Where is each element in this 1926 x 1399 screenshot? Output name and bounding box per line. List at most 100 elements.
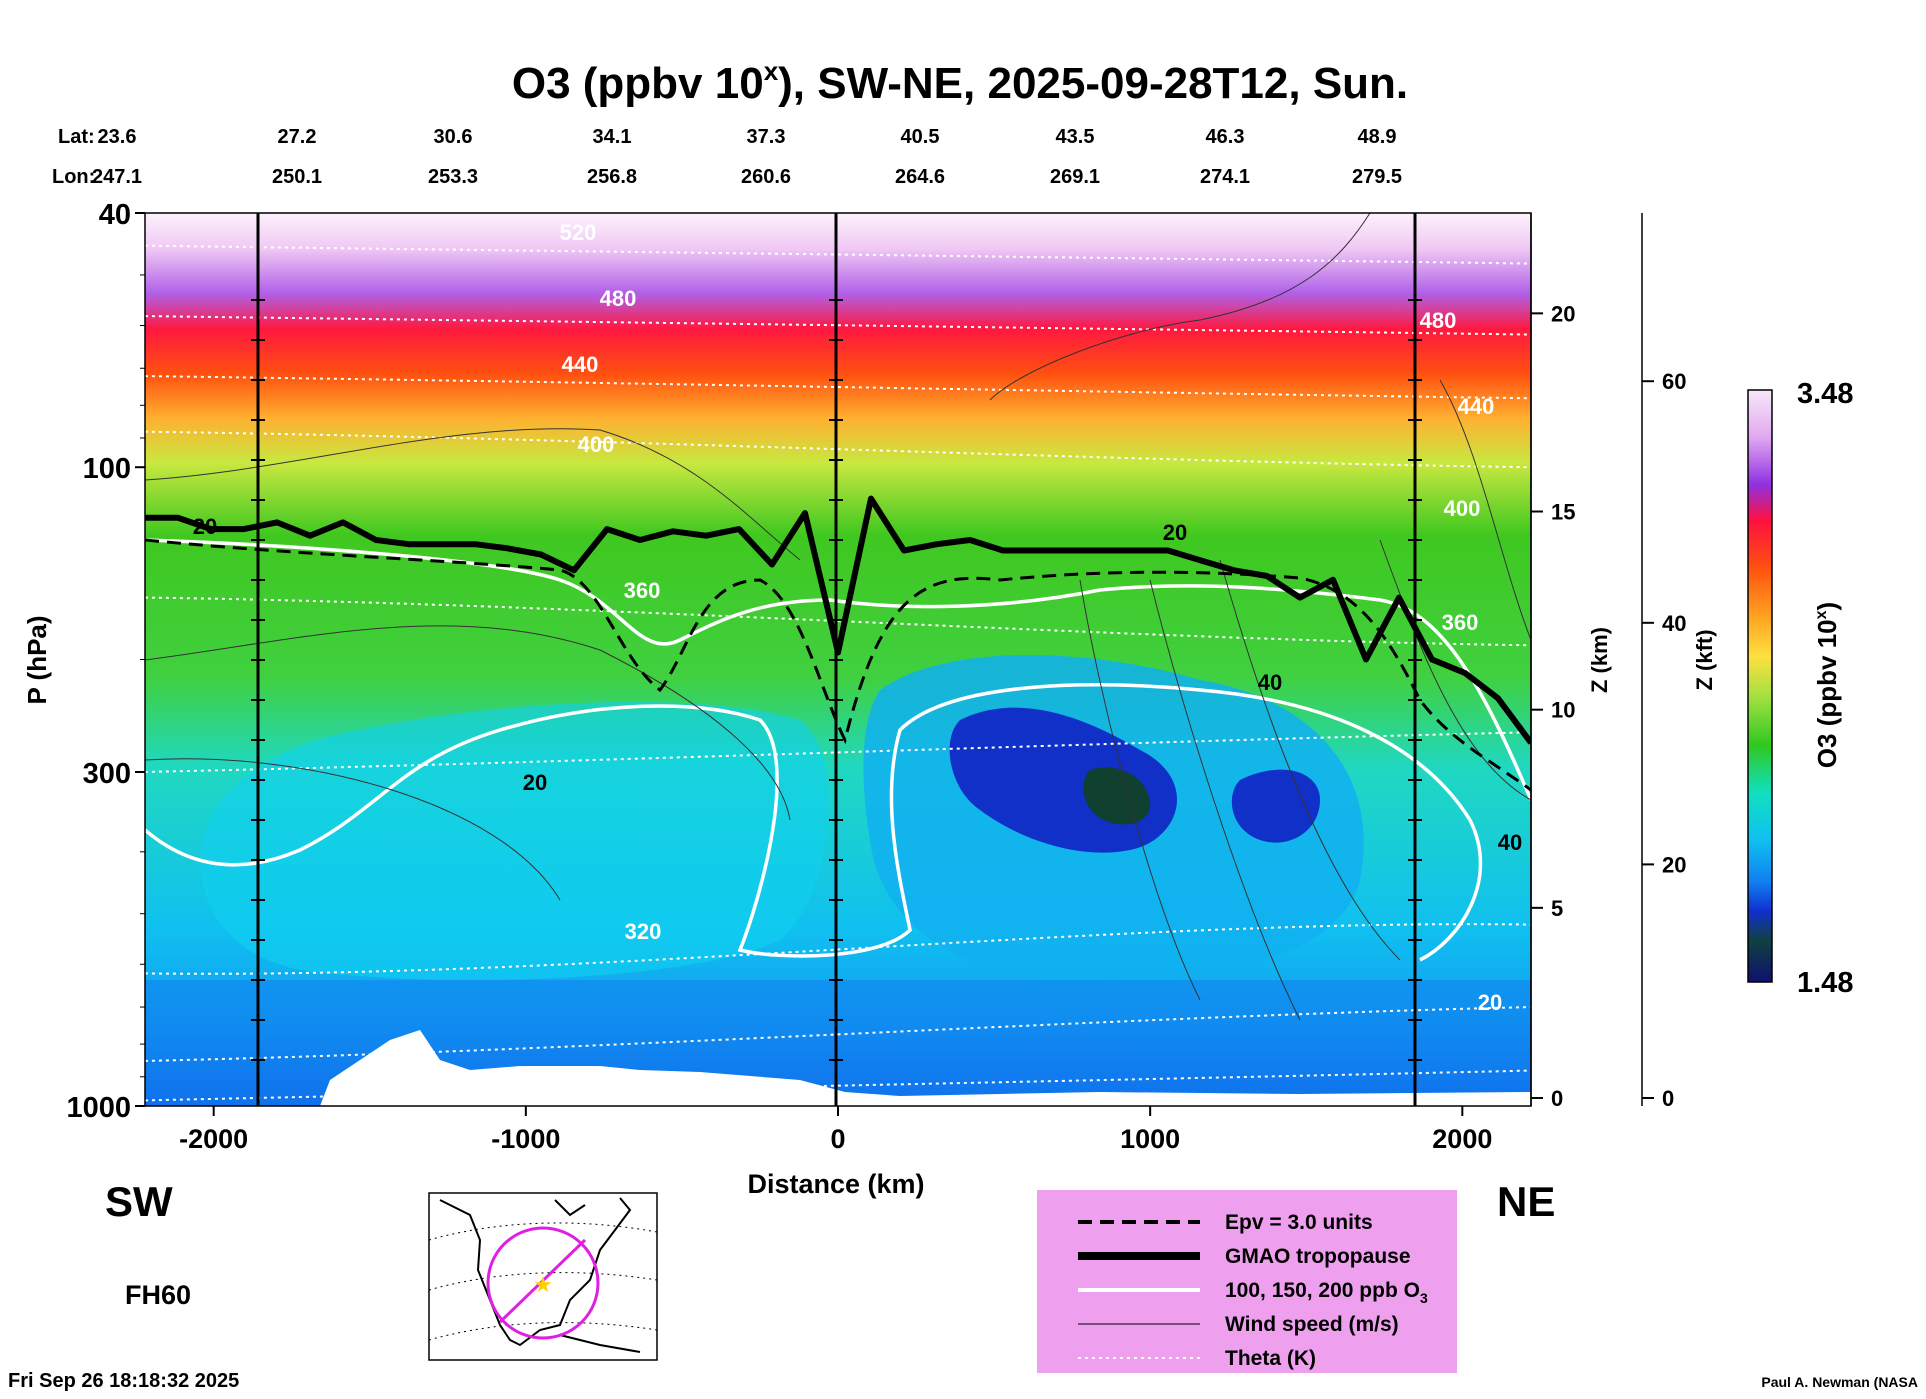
- z-km-tick-label: 10: [1551, 698, 1575, 723]
- inset-map: ★: [428, 1192, 658, 1361]
- lat-header-label: Lat:: [58, 126, 95, 148]
- z-kft-axis: 60 40 20 0: [1642, 369, 1686, 1111]
- chart-title: O3 (ppbv 10x), SW-NE, 2025-09-28T12, Sun…: [512, 56, 1408, 108]
- lon-value: 256.8: [587, 166, 637, 188]
- z-km-tick-label: 20: [1551, 301, 1575, 326]
- z-km-axis-label: Z (km): [1587, 627, 1612, 693]
- theta-label-400: 400: [578, 432, 615, 457]
- legend-ozone-label: 100, 150, 200 ppb O3: [1225, 1279, 1428, 1306]
- lat-lon-values: 23.6 27.2 30.6 34.1 37.3 40.5 43.5 46.3 48.9 247.…: [92, 126, 1402, 188]
- z-km-tick-label: 0: [1551, 1086, 1563, 1111]
- plot-area: [145, 213, 1531, 1106]
- direction-ne: NE: [1497, 1178, 1555, 1225]
- lon-value: 247.1: [92, 166, 142, 188]
- x-tick-label: -2000: [179, 1124, 248, 1154]
- theta-label-440: 440: [562, 352, 599, 377]
- lowest-ozone-dark: [1083, 767, 1150, 825]
- theta-line: [145, 375, 1531, 400]
- lat-value: 46.3: [1206, 126, 1245, 148]
- theta-label-360-right: 360: [1442, 610, 1479, 635]
- theta-label-400-right: 400: [1444, 496, 1481, 521]
- lon-value: 260.6: [741, 166, 791, 188]
- y-tick-label: 40: [99, 199, 131, 231]
- lon-value: 250.1: [272, 166, 322, 188]
- wind-contour-5: [1079, 579, 1201, 1001]
- theta-line: [145, 1006, 1531, 1062]
- y-axis: 40 100 300 1000: [66, 199, 145, 1124]
- colorbar: [1747, 389, 1773, 983]
- midtrop-cyan-region: [200, 701, 829, 980]
- reference-line-ticks: [251, 299, 1422, 1061]
- x-tick-label: -1000: [491, 1124, 560, 1154]
- colorbar-title: O3 (ppbv 10x): [1812, 602, 1842, 768]
- z-km-axis: 20 15 10 5 0: [1531, 301, 1575, 1111]
- wind-label-40: 40: [1258, 670, 1282, 695]
- lon-header-label: Lon:: [52, 166, 95, 188]
- wind-contour-7: [1219, 559, 1401, 961]
- map-center-star-icon: ★: [533, 1272, 553, 1297]
- lat-value: 30.6: [434, 126, 473, 148]
- legend-theta-label: Theta (K): [1225, 1347, 1316, 1370]
- wind-label-40-right: 40: [1498, 830, 1522, 855]
- lat-value: 34.1: [593, 126, 632, 148]
- wind-label-20-right: 20: [1478, 990, 1502, 1015]
- y-tick-label: 1000: [66, 1092, 131, 1124]
- wind-contour-3: [145, 758, 561, 901]
- y-tick-label: 300: [83, 758, 131, 790]
- lat-value: 23.6: [98, 126, 137, 148]
- z-km-tick-label: 15: [1551, 500, 1575, 525]
- terrain: [320, 1030, 1531, 1106]
- legend-epv-label: Epv = 3.0 units: [1225, 1211, 1373, 1234]
- theta-line: [145, 923, 1531, 975]
- inset-map-frame: [428, 1192, 658, 1361]
- ozone-label-20: 20: [523, 770, 547, 795]
- map-domain-circle: [486, 1226, 600, 1340]
- theta-line: [145, 430, 1531, 469]
- wind-label-20-top: 20: [1163, 520, 1187, 545]
- wind-contour-2: [145, 625, 791, 821]
- theta-label-320: 320: [625, 919, 662, 944]
- footer-author: Paul A. Newman (NASA: [1761, 1374, 1918, 1390]
- wind-contour-4: [989, 213, 1371, 401]
- theta-line: [145, 244, 1531, 265]
- y-axis-label: P (hPa): [22, 615, 52, 704]
- lat-value: 43.5: [1056, 126, 1095, 148]
- lat-value: 48.9: [1358, 126, 1397, 148]
- lon-value: 264.6: [895, 166, 945, 188]
- contour-labels: 520 480 480 440 440 400 400 360 360 320 20 20 40 40 20…: [193, 220, 1522, 1015]
- theta-label-480: 480: [600, 286, 637, 311]
- forecast-hour: FH60: [125, 1280, 191, 1310]
- z-kft-tick-label: 0: [1662, 1086, 1674, 1111]
- x-axis: -2000 -1000 0 1000 2000: [179, 1106, 1492, 1154]
- lon-value: 274.1: [1200, 166, 1250, 188]
- lon-value: 279.5: [1352, 166, 1402, 188]
- x-tick-label: 2000: [1432, 1124, 1492, 1154]
- direction-sw: SW: [105, 1178, 173, 1225]
- lat-value: 37.3: [747, 126, 786, 148]
- wind-contour-9: [1439, 379, 1531, 641]
- gmao-tropopause-line: [145, 495, 1531, 745]
- wind-contour-1: [145, 428, 801, 561]
- wind-label-20-left: 20: [193, 514, 217, 539]
- map-cross-section-line: [498, 1238, 587, 1324]
- epv-dashed-line: [145, 538, 1531, 792]
- x-axis-label: Distance (km): [747, 1169, 924, 1199]
- wind-contour-8: [1379, 539, 1531, 801]
- lowest-ozone-core-2: [1231, 769, 1320, 843]
- theta-label-480-right: 480: [1420, 308, 1457, 333]
- colorbar-max-label: 3.48: [1797, 378, 1853, 410]
- lon-value: 269.1: [1050, 166, 1100, 188]
- footer-timestamp: Fri Sep 26 18:18:32 2025: [8, 1370, 239, 1392]
- lat-value: 27.2: [278, 126, 317, 148]
- x-tick-label: 1000: [1120, 1124, 1180, 1154]
- legend-tropopause-label: GMAO tropopause: [1225, 1245, 1411, 1268]
- theta-label-520: 520: [560, 220, 597, 245]
- theta-line: [145, 1069, 1531, 1102]
- z-kft-axis-label: Z (kft): [1692, 629, 1717, 690]
- wind-speed-contours: [145, 213, 1531, 1021]
- z-kft-tick-label: 40: [1662, 611, 1686, 636]
- lon-value: 253.3: [428, 166, 478, 188]
- theta-label-440-right: 440: [1458, 394, 1495, 419]
- legend-wind-label: Wind speed (m/s): [1225, 1313, 1399, 1336]
